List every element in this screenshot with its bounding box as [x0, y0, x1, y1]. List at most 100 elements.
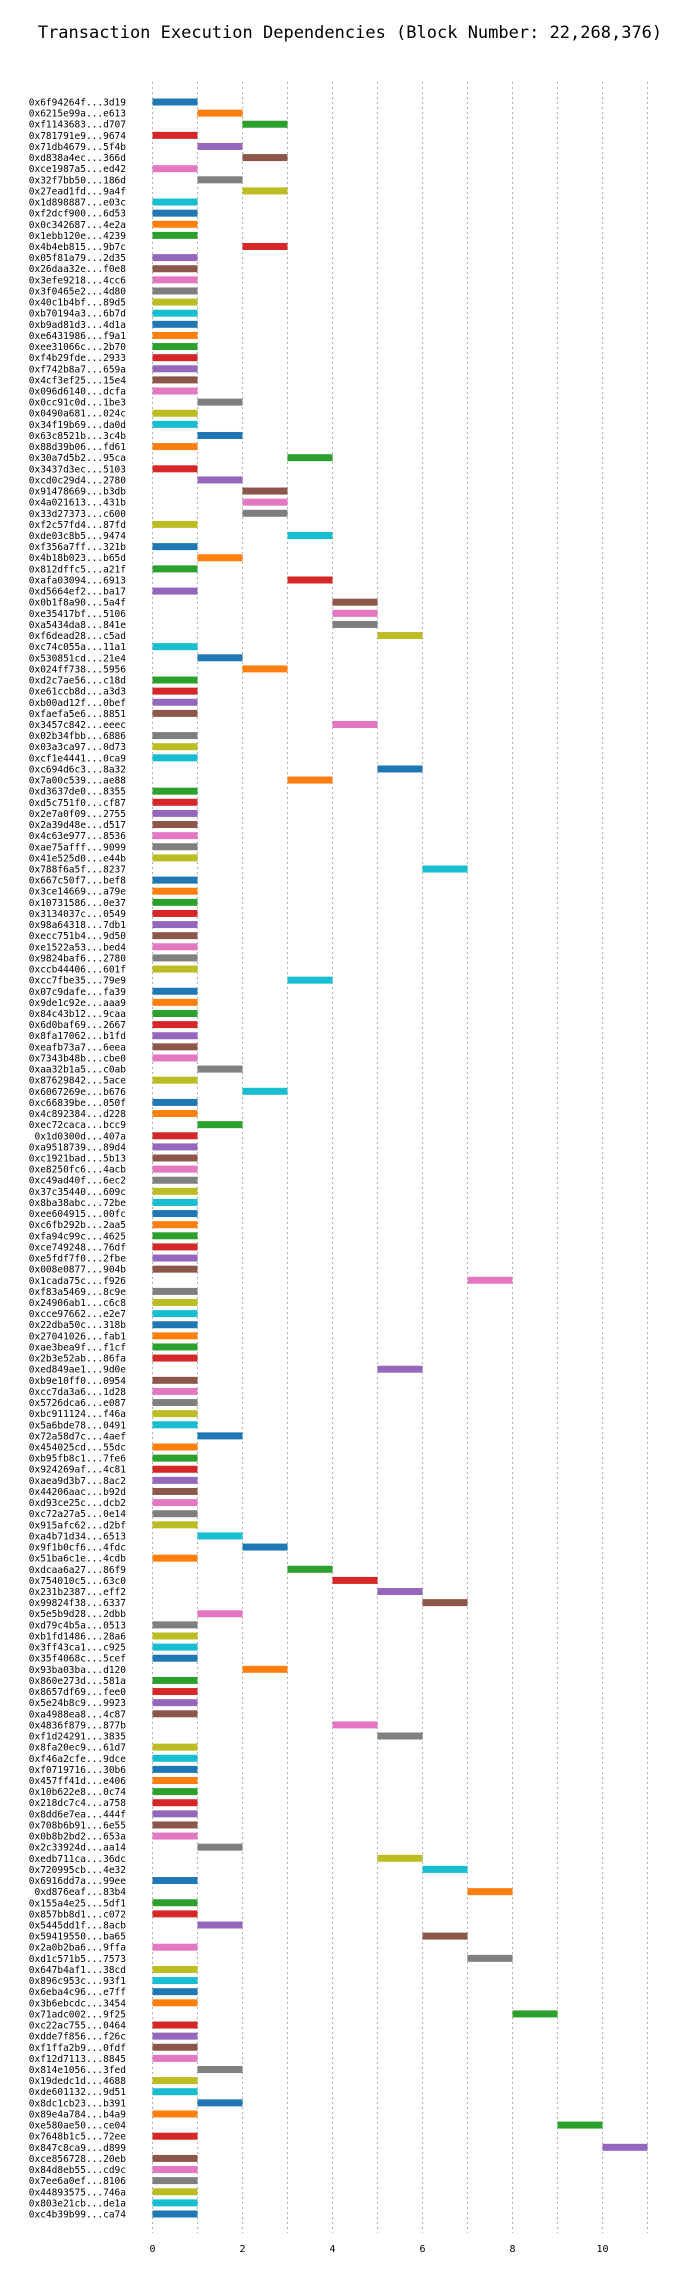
tx-hash-label: 0x44893575...746a: [29, 2187, 126, 2198]
tx-hash-label: 0x8dd6e7ea...444f: [29, 1809, 126, 1820]
tx-hash-label: 0xfaefa5e6...8851: [29, 709, 127, 720]
tx-hash-label: 0x3457c842...eeec: [29, 720, 126, 731]
tx-hash-label: 0x3ff43ca1...c925: [29, 1643, 126, 1654]
dependency-bar: [332, 620, 378, 628]
dependency-bar: [242, 509, 288, 517]
dependency-bar: [377, 1588, 423, 1596]
tx-hash-label: 0xae75afff...9099: [29, 842, 127, 853]
dependency-bar: [197, 142, 243, 150]
dependency-bar: [242, 1543, 288, 1551]
dependency-bar: [197, 176, 243, 184]
tx-hash-label: 0x7343b48b...cbe0: [29, 1053, 127, 1064]
dependency-bar: [242, 1665, 288, 1673]
dependency-bar: [242, 243, 288, 251]
tx-hash-label: 0xcce97662...e2e7: [29, 1309, 126, 1320]
tx-hash-label: 0xf12d7113...8845: [29, 2054, 126, 2065]
dependency-bar: [152, 254, 198, 262]
dependency-bar: [152, 1165, 198, 1173]
tx-hash-label: 0x0b1f8a90...5a4f: [29, 598, 126, 609]
dependency-bar: [512, 2010, 558, 2018]
tx-hash-label: 0x8ba38abc...72be: [29, 1198, 127, 1209]
dependency-bar: [152, 1287, 198, 1295]
tx-hash-label: 0xaa32b1a5...c0ab: [29, 1065, 127, 1076]
tx-hash-label: 0x10b622e8...0c74: [29, 1787, 127, 1798]
tx-hash-label: 0x3f0465e2...4d80: [29, 286, 127, 297]
tx-hash-label: 0xee31066c...2b70: [29, 342, 127, 353]
dependency-bar: [287, 976, 333, 984]
dependency-bar: [152, 821, 198, 829]
dependency-bar: [152, 1343, 198, 1351]
tx-hash-label: 0x457ff41d...e406: [29, 1776, 127, 1787]
tx-hash-label: 0x93ba03ba...d120: [29, 1665, 127, 1676]
tx-hash-label: 0xdde7f856...f26c: [29, 2032, 126, 2043]
dependency-bar: [152, 1265, 198, 1273]
tx-hash-label: 0x87629842...5ace: [29, 1076, 127, 1087]
dependency-bar: [152, 843, 198, 851]
tx-hash-label: 0x05f81a79...2d35: [29, 253, 126, 264]
dependency-bar: [152, 932, 198, 940]
dependency-bar: [152, 1210, 198, 1218]
tx-hash-label: 0xd838a4ec...366d: [29, 153, 126, 164]
tx-hash-label: 0xd876eaf...83b4: [34, 1887, 126, 1898]
tx-hash-label: 0xd3637de0...8355: [29, 787, 126, 798]
tx-hash-label: 0xaea9d3b7...8ac2: [29, 1476, 126, 1487]
dependency-bar: [422, 1865, 468, 1873]
dependency-bar: [152, 387, 198, 395]
dependency-bar: [152, 1221, 198, 1229]
tx-hash-label: 0x91478669...b3db: [29, 487, 127, 498]
dependency-bar: [152, 1321, 198, 1329]
dependency-bar: [152, 2166, 198, 2174]
tx-hash-label: 0xa5434da8...841e: [29, 620, 127, 631]
tx-hash-label: 0x155a4e25...5df1: [29, 1898, 127, 1909]
tx-hash-label: 0x27ead1fd...9a4f: [29, 186, 126, 197]
tx-hash-label: 0x8657df69...fee0: [29, 1687, 127, 1698]
dependency-bar: [152, 1410, 198, 1418]
dependency-bar: [152, 998, 198, 1006]
tx-hash-label: 0x40c1b4bf...89d5: [29, 298, 126, 309]
tx-hash-label: 0xb9e10ff0...0954: [29, 1376, 127, 1387]
tx-hash-label: 0xc22ac755...0464: [29, 2021, 127, 2032]
tx-hash-label: 0x218dc7c4...a758: [29, 1798, 127, 1809]
tx-hash-label: 0x9f1b0cf6...4fdc: [29, 1543, 126, 1554]
dependency-bar: [152, 1198, 198, 1206]
tx-hash-label: 0xe8250fc6...4acb: [29, 1165, 127, 1176]
tx-hash-label: 0x0c342687...4e2a: [29, 220, 126, 231]
tx-hash-label: 0xf4b29fde...2933: [29, 353, 126, 364]
tx-hash-label: 0xa9518739...89d4: [29, 1142, 127, 1153]
dependency-bar: [152, 2054, 198, 2062]
tx-hash-label: 0x03a3ca97...0d73: [29, 742, 126, 753]
dependency-bar: [152, 1332, 198, 1340]
dependency-bar: [197, 476, 243, 484]
dependency-bar: [152, 1943, 198, 1951]
dependency-bar: [152, 220, 198, 228]
dependency-bar: [152, 1765, 198, 1773]
dependency-bar: [152, 876, 198, 884]
dependency-bar: [152, 2043, 198, 2051]
dependency-bar: [152, 1877, 198, 1885]
tx-hash-label: 0x3ce14669...a79e: [29, 887, 127, 898]
tx-hash-label: 0x2e7a0f09...2755: [29, 809, 126, 820]
dependency-bar: [152, 1021, 198, 1029]
tx-hash-label: 0xd93ce25c...dcb2: [29, 1498, 126, 1509]
x-tick-label: 2: [239, 2244, 245, 2255]
tx-hash-label: 0xe580ae50...ce04: [29, 2121, 127, 2132]
tx-hash-label: 0x5445dd1f...8acb: [29, 1920, 127, 1931]
tx-hash-label: 0x9de1c92e...aaa9: [29, 998, 127, 1009]
dependency-bar: [152, 1654, 198, 1662]
dependency-bar: [467, 1954, 513, 1962]
tx-hash-label: 0xc694d6c3...8a32: [29, 764, 126, 775]
tx-hash-label: 0xf0719716...30b6: [29, 1765, 127, 1776]
tx-hash-label: 0x231b2387...eff2: [29, 1587, 126, 1598]
x-tick-label: 6: [419, 2244, 425, 2255]
tx-hash-label: 0x708b6b91...6e55: [29, 1820, 126, 1831]
tx-hash-label: 0x72a58d7c...4aef: [29, 1431, 126, 1442]
tx-hash-label: 0xb00ad12f...0bef: [29, 698, 126, 709]
tx-hash-label: 0xeafb73a7...6eea: [29, 1042, 126, 1053]
tx-hash-label: 0xb95fb8c1...7fe6: [29, 1454, 127, 1465]
dependency-bar: [152, 2210, 198, 2218]
dependency-bar: [152, 131, 198, 139]
tx-hash-label: 0x8fa17062...b1fd: [29, 1031, 126, 1042]
dependency-bar: [242, 154, 288, 162]
dependency-bar: [197, 554, 243, 562]
